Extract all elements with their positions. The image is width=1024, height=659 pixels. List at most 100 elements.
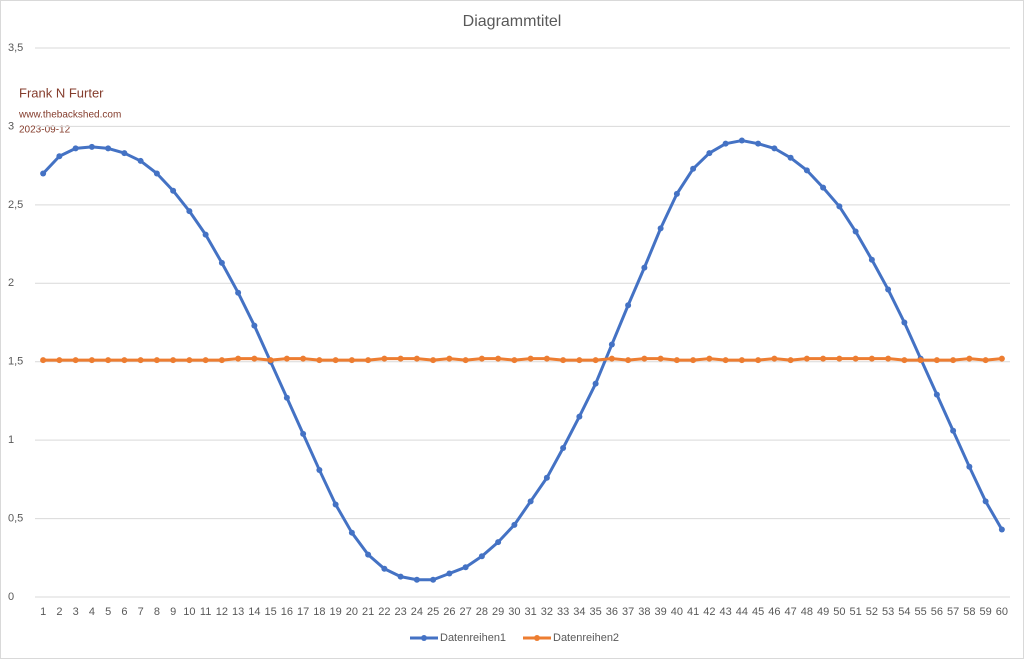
x-tick-label: 16 xyxy=(281,606,293,618)
x-tick-label: 45 xyxy=(752,606,764,618)
data-point xyxy=(950,357,957,364)
data-point xyxy=(592,357,599,364)
data-point xyxy=(722,357,729,364)
data-point xyxy=(690,165,697,172)
data-point xyxy=(56,357,63,364)
x-tick-label: 47 xyxy=(785,606,797,618)
data-point xyxy=(820,184,827,191)
data-point xyxy=(738,137,745,144)
data-point xyxy=(755,140,762,147)
data-point xyxy=(787,357,794,364)
data-point xyxy=(283,355,290,362)
x-tick-label: 12 xyxy=(216,606,228,618)
annotation: www.thebackshed.com xyxy=(18,110,121,121)
data-point xyxy=(950,427,957,434)
x-tick-label: 10 xyxy=(183,606,195,618)
data-point xyxy=(852,355,859,362)
data-point xyxy=(527,355,534,362)
data-point xyxy=(657,355,664,362)
data-point xyxy=(105,145,112,152)
x-tick-label: 44 xyxy=(736,606,748,618)
data-point xyxy=(283,394,290,401)
data-point xyxy=(316,466,323,473)
data-point xyxy=(186,208,193,215)
x-tick-label: 17 xyxy=(297,606,309,618)
x-tick-label: 27 xyxy=(460,606,472,618)
x-tick-label: 4 xyxy=(89,606,95,618)
data-point xyxy=(868,355,875,362)
y-tick-label: 3 xyxy=(8,120,14,132)
data-point xyxy=(543,474,550,481)
data-point xyxy=(153,170,160,177)
data-point xyxy=(170,357,177,364)
data-point xyxy=(121,357,128,364)
data-point xyxy=(300,355,307,362)
data-point xyxy=(608,341,615,348)
x-tick-label: 40 xyxy=(671,606,683,618)
data-point xyxy=(885,355,892,362)
x-tick-label: 43 xyxy=(720,606,732,618)
x-tick-label: 42 xyxy=(703,606,715,618)
data-point xyxy=(251,355,258,362)
data-point xyxy=(706,150,713,157)
x-tick-label: 26 xyxy=(443,606,455,618)
data-point xyxy=(901,319,908,326)
x-tick-label: 55 xyxy=(915,606,927,618)
data-point xyxy=(462,564,469,571)
data-point xyxy=(316,357,323,364)
data-point xyxy=(478,553,485,560)
data-point xyxy=(998,526,1005,533)
data-point xyxy=(560,444,567,451)
x-tick-label: 56 xyxy=(931,606,943,618)
data-point xyxy=(933,357,940,364)
data-point xyxy=(641,355,648,362)
data-point xyxy=(365,551,372,558)
y-tick-label: 1 xyxy=(8,434,14,446)
x-tick-label: 11 xyxy=(200,606,211,618)
data-point xyxy=(251,322,258,329)
data-point xyxy=(446,570,453,577)
x-tick-label: 53 xyxy=(882,606,894,618)
data-point xyxy=(495,355,502,362)
x-tick-label: 54 xyxy=(898,606,910,618)
data-point xyxy=(803,167,810,174)
x-tick-label: 23 xyxy=(395,606,407,618)
x-tick-label: 33 xyxy=(557,606,569,618)
data-point xyxy=(836,203,843,210)
data-point xyxy=(332,501,339,508)
data-point xyxy=(413,355,420,362)
data-point xyxy=(88,357,95,364)
x-tick-label: 36 xyxy=(606,606,618,618)
x-tick-label: 35 xyxy=(590,606,602,618)
legend-label: Datenreihen2 xyxy=(553,632,619,644)
y-tick-label: 0 xyxy=(8,591,14,603)
chart-title: Diagrammtitel xyxy=(463,13,562,30)
data-point xyxy=(170,187,177,194)
x-tick-label: 58 xyxy=(963,606,975,618)
data-point xyxy=(543,355,550,362)
data-point xyxy=(625,357,632,364)
x-tick-label: 52 xyxy=(866,606,878,618)
data-point xyxy=(722,140,729,147)
x-tick-label: 57 xyxy=(947,606,959,618)
data-point xyxy=(771,145,778,152)
data-point xyxy=(478,355,485,362)
data-point xyxy=(560,357,567,364)
x-tick-label: 51 xyxy=(850,606,862,618)
data-point xyxy=(186,357,193,364)
data-point xyxy=(673,190,680,197)
x-tick-label: 30 xyxy=(508,606,520,618)
data-point xyxy=(121,150,128,157)
data-point xyxy=(527,498,534,505)
data-point xyxy=(852,228,859,235)
data-point xyxy=(982,357,989,364)
data-point xyxy=(933,391,940,398)
x-tick-label: 59 xyxy=(980,606,992,618)
x-tick-label: 37 xyxy=(622,606,634,618)
data-point xyxy=(235,289,242,296)
x-tick-label: 20 xyxy=(346,606,358,618)
data-point xyxy=(966,355,973,362)
data-point xyxy=(202,231,209,238)
x-tick-label: 22 xyxy=(378,606,390,618)
